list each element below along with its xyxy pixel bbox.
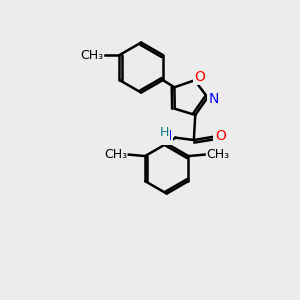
- Text: H: H: [160, 126, 169, 139]
- Text: CH₃: CH₃: [206, 148, 229, 161]
- Text: N: N: [162, 129, 172, 143]
- Text: CH₃: CH₃: [104, 148, 128, 161]
- Text: O: O: [215, 130, 226, 143]
- Text: O: O: [194, 70, 206, 84]
- Text: CH₃: CH₃: [80, 49, 103, 62]
- Text: N: N: [209, 92, 219, 106]
